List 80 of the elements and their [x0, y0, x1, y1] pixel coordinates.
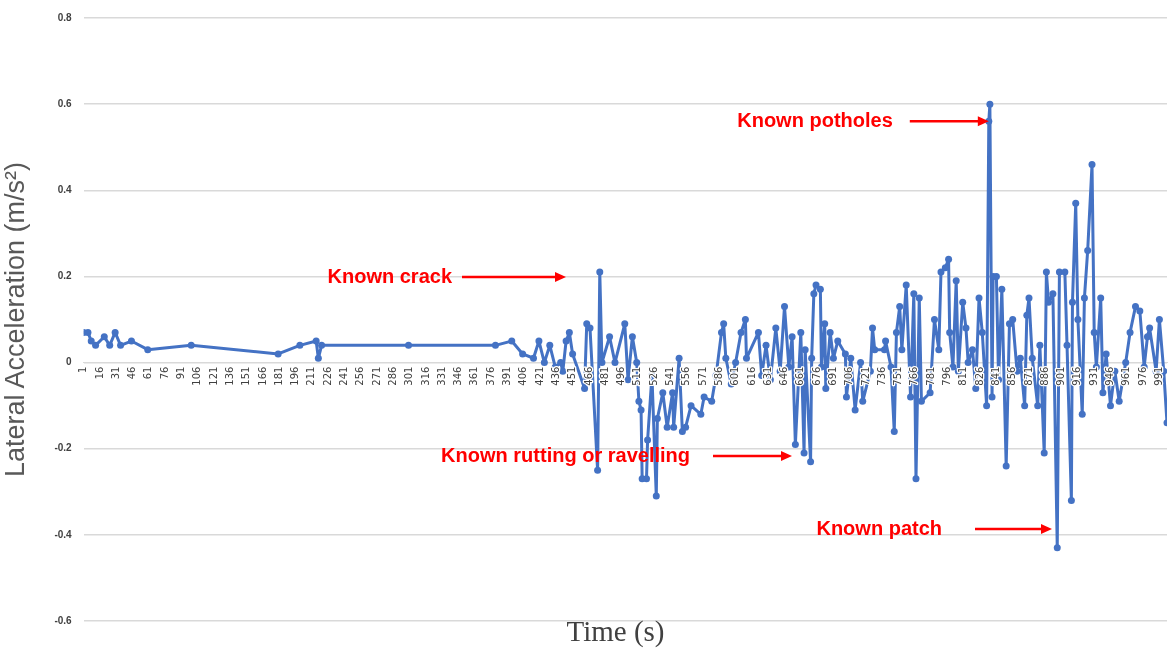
x-tick-label: 466 [582, 366, 594, 386]
x-tick-label: 226 [321, 366, 333, 386]
x-tick-label: 1 [77, 366, 89, 373]
x-tick-label: 541 [664, 366, 675, 386]
x-tick-label: 121 [207, 366, 219, 386]
x-tick-label: 331 [435, 366, 447, 386]
x-tick-label: 691 [827, 366, 838, 386]
x-tick-label: 871 [1022, 366, 1034, 386]
x-tick-label: 706 [843, 366, 855, 386]
x-tick-label: 361 [468, 366, 480, 386]
x-tick-label: 76 [158, 366, 170, 380]
x-tick-label: 346 [452, 366, 464, 386]
y-tick-label: -0.2 [54, 442, 73, 454]
x-tick-label: 781 [924, 366, 936, 386]
x-tick-label: 211 [305, 366, 317, 386]
y-tick-label: -0.4 [54, 528, 73, 540]
x-tick-label: 751 [892, 366, 904, 386]
x-tick-label: 46 [126, 366, 138, 380]
x-tick-label: 796 [941, 366, 953, 386]
x-tick-label: 676 [810, 366, 822, 386]
x-tick-label: 811 [957, 366, 969, 386]
x-tick-label: 976 [1136, 366, 1148, 386]
x-tick-label: 826 [973, 366, 985, 386]
x-tick-label: 61 [142, 366, 154, 380]
x-tick-label: 16 [93, 366, 105, 380]
x-tick-label: 436 [549, 366, 561, 386]
x-tick-label: 646 [778, 366, 790, 386]
x-tick-label: 256 [354, 366, 366, 386]
x-tick-label: 991 [1152, 366, 1164, 386]
x-tick-label: 931 [1087, 366, 1099, 386]
x-axis-title: Time (s) [566, 615, 665, 647]
x-tick-label: 166 [256, 366, 268, 386]
annotation: Known patch [816, 516, 942, 539]
x-tick-label: 31 [109, 366, 121, 380]
x-tick-label: 586 [712, 366, 724, 386]
y-tick-label: -0.6 [54, 614, 73, 626]
x-tick-label: 181 [272, 366, 284, 386]
x-tick-label: 511 [631, 366, 643, 386]
annotation: Known potholes [737, 108, 893, 131]
x-tick-label: 196 [289, 366, 301, 386]
x-tick-label: 901 [1055, 366, 1067, 386]
x-tick-label: 151 [240, 366, 252, 386]
x-tick-label: 946 [1104, 366, 1116, 386]
y-tick-label: 0.4 [57, 184, 73, 196]
x-tick-label: 376 [484, 366, 496, 386]
y-tick-label: 0.6 [57, 97, 73, 109]
x-tick-label: 616 [745, 366, 757, 386]
y-axis-title: Lateral Acceleration (m/s²) [0, 161, 30, 478]
x-tick-label: 556 [680, 366, 692, 386]
x-tick-label: 406 [517, 366, 529, 386]
x-tick-label: 391 [501, 366, 513, 386]
x-tick-label: 886 [1038, 366, 1050, 386]
y-tick-label: 0.2 [57, 270, 73, 282]
x-tick-label: 841 [989, 366, 1001, 386]
x-tick-label: 916 [1071, 366, 1083, 386]
x-tick-label: 736 [875, 366, 887, 386]
x-tick-label: 601 [729, 366, 741, 386]
x-tick-label: 106 [191, 366, 203, 386]
x-tick-label: 961 [1120, 366, 1132, 386]
x-tick-label: 136 [223, 366, 235, 386]
x-tick-label: 451 [566, 366, 578, 386]
x-tick-label: 286 [386, 366, 398, 386]
x-tick-label: 241 [338, 366, 350, 386]
x-tick-label: 301 [403, 366, 415, 386]
y-tick-label: 0.8 [57, 11, 73, 23]
x-tick-label: 721 [859, 366, 871, 386]
x-tick-label: 421 [533, 366, 545, 386]
x-tick-label: 766 [908, 366, 920, 386]
x-tick-label: 856 [1006, 366, 1018, 386]
x-tick-label: 526 [647, 366, 659, 386]
x-tick-label: 631 [761, 366, 773, 386]
x-tick-label: 271 [370, 366, 382, 386]
annotation: Known crack [327, 264, 453, 287]
x-tick-label: 571 [696, 366, 708, 386]
x-tick-label: 316 [419, 366, 431, 386]
x-tick-label: 91 [175, 366, 187, 380]
x-tick-label: 661 [794, 366, 806, 386]
x-tick-label: 496 [615, 366, 627, 386]
x-tick-label: 481 [598, 366, 610, 386]
y-tick-label: 0 [66, 356, 73, 368]
